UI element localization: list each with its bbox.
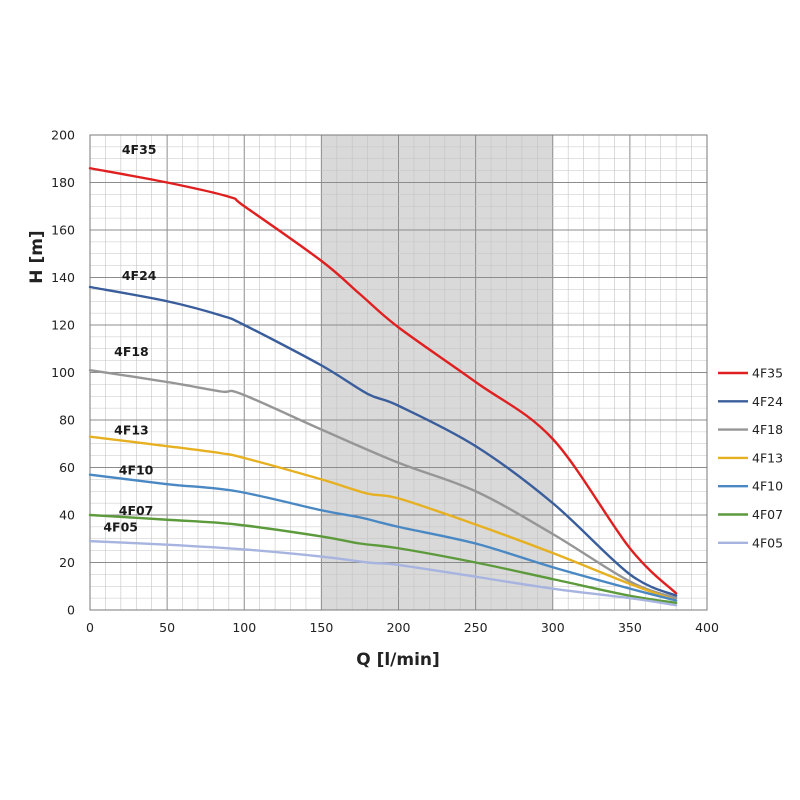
- x-tick-label: 50: [159, 620, 175, 635]
- legend: 4F35 4F24 4F18 4F13 4F10 4F07 4F05: [718, 366, 783, 550]
- curve-label-4f24: 4F24: [122, 268, 157, 283]
- x-tick-label: 100: [232, 620, 256, 635]
- x-tick-label: 300: [541, 620, 565, 635]
- legend-label: 4F35: [752, 366, 783, 381]
- y-tick-label: 200: [51, 128, 75, 143]
- series-line-4f07: [88, 513, 678, 605]
- y-tick-label: 100: [51, 365, 75, 380]
- curve-label-layer: 4F35 4F24 4F18 4F13 4F10 4F07 4F05: [103, 142, 156, 535]
- grid-layer: [89, 134, 708, 611]
- x-tick-label: 150: [309, 620, 333, 635]
- legend-item: 4F24: [718, 394, 783, 409]
- series-line-4f35: [88, 167, 678, 595]
- y-tick-label: 60: [59, 460, 75, 475]
- x-tick-label: 350: [618, 620, 642, 635]
- tick-label-layer: 0 50 100 150 200 250 300 350 400 0 20 40 60 80 100 120 1…: [51, 128, 719, 636]
- y-axis-label: H [m]: [27, 230, 47, 283]
- y-tick-label: 0: [67, 603, 75, 618]
- y-tick-label: 80: [59, 413, 75, 428]
- curve-label-4f35: 4F35: [122, 142, 157, 157]
- legend-label: 4F24: [752, 394, 783, 409]
- legend-item: 4F10: [718, 479, 783, 494]
- legend-label: 4F13: [752, 450, 783, 465]
- legend-item: 4F18: [718, 422, 783, 437]
- y-tick-label: 20: [59, 555, 75, 570]
- x-tick-label: 0: [86, 620, 94, 635]
- y-tick-label: 120: [51, 318, 75, 333]
- curve-label-4f18: 4F18: [114, 344, 149, 359]
- series-line-4f05: [88, 539, 678, 607]
- curve-label-4f07: 4F07: [119, 503, 154, 518]
- series-layer: [88, 167, 678, 607]
- x-tick-label: 400: [695, 620, 719, 635]
- legend-label: 4F07: [752, 507, 783, 522]
- legend-item: 4F13: [718, 450, 783, 465]
- legend-item: 4F35: [718, 366, 783, 381]
- x-axis-label: Q [l/min]: [356, 650, 440, 670]
- legend-label: 4F18: [752, 422, 783, 437]
- plot-frame: [89, 134, 708, 611]
- series-line-4f18: [88, 368, 678, 600]
- series-line-4f13: [88, 435, 678, 602]
- legend-item: 4F05: [718, 535, 783, 550]
- legend-item: 4F07: [718, 507, 783, 522]
- y-tick-label: 160: [51, 223, 75, 238]
- series-line-4f24: [88, 285, 678, 597]
- y-tick-label: 180: [51, 175, 75, 190]
- x-tick-label: 250: [464, 620, 488, 635]
- legend-label: 4F05: [752, 535, 783, 550]
- legend-label: 4F10: [752, 479, 783, 494]
- y-tick-label: 140: [51, 270, 75, 285]
- curve-label-4f13: 4F13: [114, 422, 149, 437]
- series-line-4f10: [88, 473, 678, 602]
- x-tick-label: 200: [387, 620, 411, 635]
- curve-label-4f10: 4F10: [119, 463, 154, 478]
- curve-label-4f05: 4F05: [103, 520, 138, 535]
- y-tick-label: 40: [59, 508, 75, 523]
